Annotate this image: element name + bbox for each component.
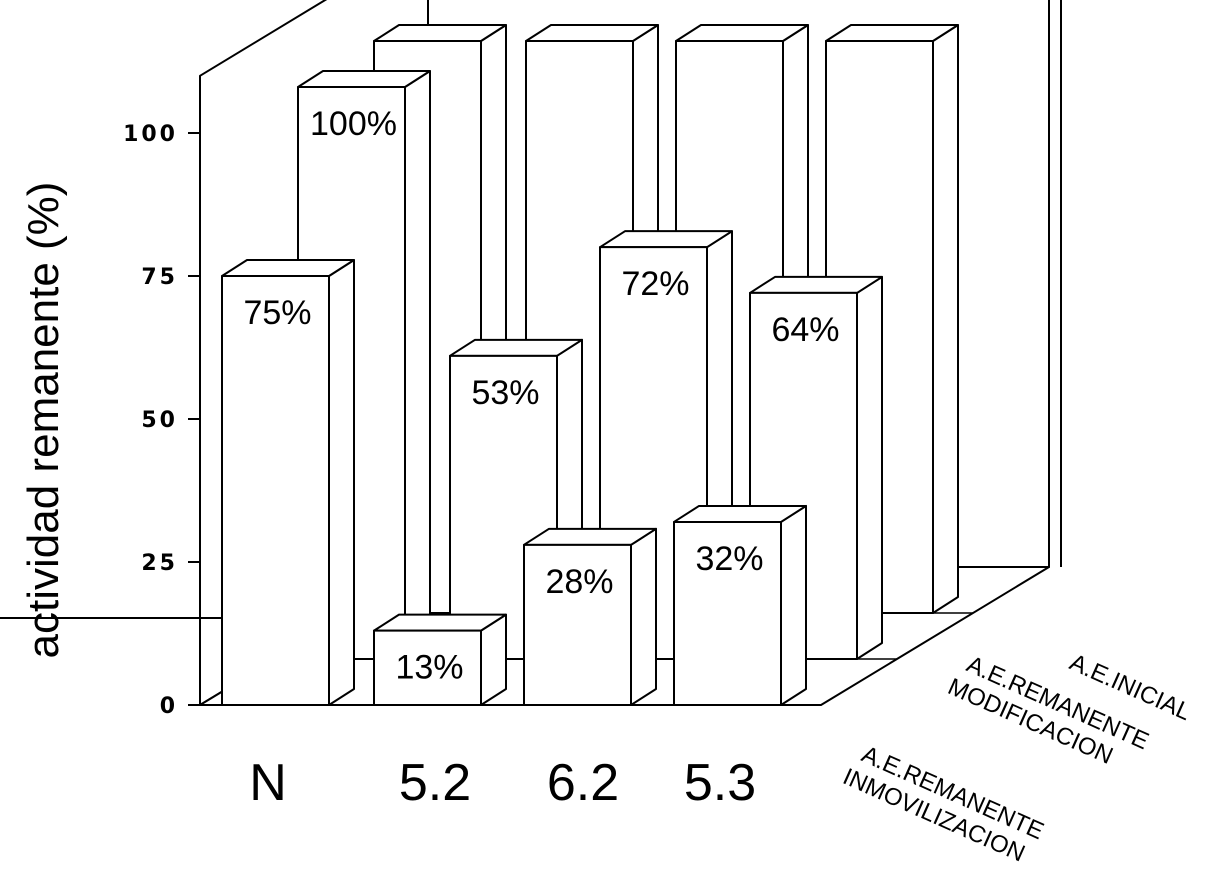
bar-side <box>630 527 657 706</box>
category-label: N <box>249 754 287 812</box>
bar: 28% <box>523 527 657 707</box>
y-tick-label: 75 <box>141 265 178 290</box>
bar-front <box>373 629 482 707</box>
bar-front <box>221 275 330 706</box>
bar-top <box>525 24 659 42</box>
bar-top <box>373 613 507 632</box>
data-label: 64% <box>771 311 839 349</box>
y-tick-label: 0 <box>160 694 178 719</box>
bar: 13% <box>373 613 507 707</box>
bar-front <box>673 520 782 707</box>
bar-top <box>373 24 507 42</box>
bar-side <box>932 24 959 614</box>
bar-top <box>825 24 959 42</box>
category-label: 5.3 <box>684 754 756 812</box>
data-label: 13% <box>395 649 463 687</box>
bar-side <box>856 275 883 660</box>
data-label: 100% <box>310 105 397 143</box>
y-axis-label: actividad remanente (%) <box>19 182 68 659</box>
bar-front <box>523 543 632 707</box>
y-tick-label: 25 <box>141 551 178 576</box>
category-label: 6.2 <box>547 754 619 812</box>
bar: 32% <box>673 504 807 707</box>
bar-top <box>673 504 807 523</box>
bar-top <box>297 70 431 88</box>
bar-side <box>780 504 807 706</box>
bar-side <box>328 259 355 706</box>
bar-top <box>221 259 355 277</box>
bar-top <box>523 527 657 546</box>
data-label: 28% <box>545 563 613 601</box>
bars: 100% 53% 72% 64% 75% 13% 28% 32% <box>221 24 959 707</box>
y-tick-label: 50 <box>141 408 178 433</box>
bar-top <box>599 230 733 249</box>
bar-top <box>749 275 883 294</box>
bar-side <box>404 70 431 660</box>
data-label: 53% <box>471 374 539 412</box>
data-label: 75% <box>243 294 311 332</box>
bar-top <box>449 338 583 357</box>
data-label: 72% <box>621 265 689 303</box>
bar: 75% <box>221 259 355 706</box>
bar-top <box>675 24 809 42</box>
y-tick-label: 100 <box>123 122 178 147</box>
data-label: 32% <box>695 540 763 578</box>
category-label: 5.2 <box>399 754 471 812</box>
